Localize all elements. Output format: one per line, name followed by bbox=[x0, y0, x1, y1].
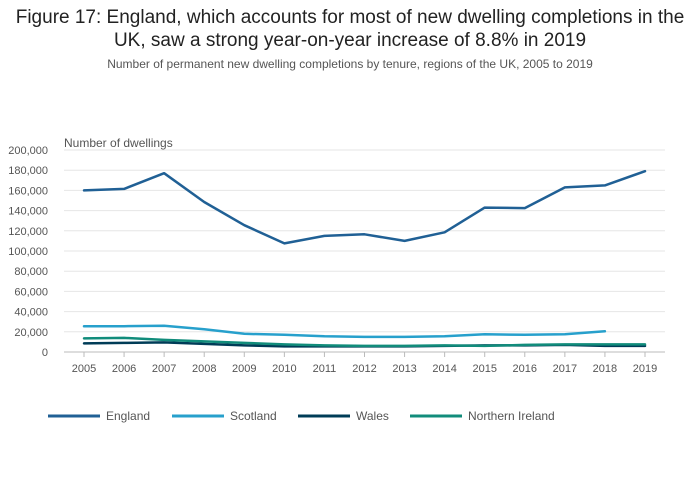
x-tick-label: 2019 bbox=[633, 363, 657, 375]
y-tick-label: 140,000 bbox=[8, 206, 48, 218]
chart-title: Figure 17: England, which accounts for m… bbox=[15, 7, 685, 51]
y-tick-label: 100,000 bbox=[8, 246, 48, 258]
series-line-northern-ireland bbox=[82, 336, 647, 348]
y-tick-label: 80,000 bbox=[14, 266, 48, 278]
x-tick-label: 2012 bbox=[352, 363, 376, 375]
y-tick-label: 120,000 bbox=[8, 226, 48, 238]
x-tick-label: 2005 bbox=[72, 363, 96, 375]
x-tick-label: 2014 bbox=[432, 363, 456, 375]
legend-label: Scotland bbox=[230, 409, 277, 423]
x-axis-ticks: 2005 2006 2007 2008 2009 2010 2011 2012 2013 2014… bbox=[72, 352, 657, 375]
series-lines bbox=[82, 169, 647, 348]
series-line-england bbox=[82, 169, 647, 245]
y-tick-label: 180,000 bbox=[8, 165, 48, 177]
x-tick-label: 2013 bbox=[392, 363, 416, 375]
gridlines bbox=[64, 149, 665, 353]
y-tick-label: 160,000 bbox=[8, 185, 48, 197]
x-tick-label: 2009 bbox=[232, 363, 256, 375]
y-tick-label: 40,000 bbox=[14, 307, 48, 319]
x-tick-label: 2010 bbox=[272, 363, 296, 375]
y-tick-label: 20,000 bbox=[14, 327, 48, 339]
x-tick-label: 2007 bbox=[152, 363, 176, 375]
x-tick-label: 2008 bbox=[192, 363, 216, 375]
chart-subtitle: Number of permanent new dwelling complet… bbox=[107, 57, 593, 71]
x-tick-label: 2006 bbox=[112, 363, 136, 375]
x-tick-label: 2011 bbox=[313, 363, 337, 375]
y-axis-label: Number of dwellings bbox=[64, 136, 173, 150]
x-tick-label: 2017 bbox=[553, 363, 577, 375]
x-tick-label: 2018 bbox=[593, 363, 617, 375]
legend-label: Wales bbox=[356, 409, 389, 423]
x-tick-label: 2015 bbox=[472, 363, 496, 375]
legend-label: Northern Ireland bbox=[468, 409, 555, 423]
y-tick-label: 200,000 bbox=[8, 145, 48, 157]
series-line-scotland bbox=[82, 324, 607, 339]
legend: England Scotland Wales Northern Ireland bbox=[48, 409, 555, 423]
y-tick-label: 60,000 bbox=[14, 286, 48, 298]
y-tick-label: 0 bbox=[42, 347, 48, 359]
y-axis-ticks: 0 20,000 40,000 60,000 80,000 100,000 120,000 1… bbox=[8, 145, 48, 359]
x-tick-label: 2016 bbox=[513, 363, 537, 375]
legend-label: England bbox=[106, 409, 150, 423]
